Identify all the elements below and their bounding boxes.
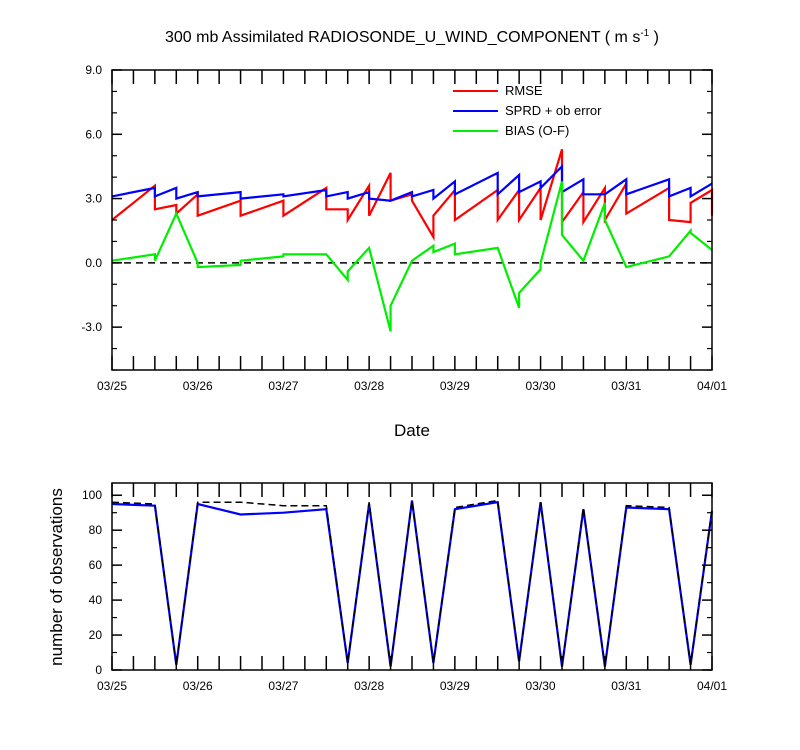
series-line-possible-observations <box>111 499 713 667</box>
x-tick-label: 03/26 <box>183 679 213 693</box>
x-tick-label: 03/27 <box>268 379 298 393</box>
y-tick-label: -3.0 <box>81 320 102 334</box>
series-line-bias-o-f <box>111 181 713 332</box>
x-tick-label: 03/27 <box>268 679 298 693</box>
y-tick-label: 20 <box>89 628 103 642</box>
y-tick-label: 80 <box>89 523 103 537</box>
x-tick-label: 04/01 <box>697 379 727 393</box>
x-tick-label: 03/28 <box>354 679 384 693</box>
x-tick-label: 04/01 <box>697 679 727 693</box>
legend: RMSE SPRD + ob error BIAS (O-F) <box>453 83 602 138</box>
x-tick-label: 03/31 <box>611 379 641 393</box>
x-axis-title: Date <box>394 421 430 440</box>
x-tick-label: 03/28 <box>354 379 384 393</box>
y-tick-label: 100 <box>82 488 102 502</box>
y-tick-label: 40 <box>89 593 103 607</box>
legend-rmse-label: RMSE <box>505 83 543 98</box>
chart-title: 300 mb Assimilated RADIOSONDE_U_WIND_COM… <box>165 28 659 46</box>
y-tick-label: 60 <box>89 558 103 572</box>
top-plot-frame <box>111 69 713 371</box>
y-axis-title-observations: number of observations <box>47 488 66 666</box>
series-line-rmse <box>111 148 714 242</box>
series-line-sprd-ob-error <box>111 163 713 202</box>
x-tick-label: 03/25 <box>97 679 127 693</box>
x-tick-label: 03/31 <box>611 679 641 693</box>
legend-sprd-label: SPRD + ob error <box>505 103 602 118</box>
y-tick-label: 9.0 <box>85 63 102 77</box>
observations-chart-panel: 03/25 03/26 03/27 03/28 03/29 03/30 03/31 04/01… <box>82 482 727 693</box>
y-tick-label: 6.0 <box>85 127 102 141</box>
series-line-assimilated-observations <box>111 500 714 667</box>
y-tick-label: 3.0 <box>85 192 102 206</box>
legend-bias-label: BIAS (O-F) <box>505 123 569 138</box>
x-tick-label: 03/30 <box>526 679 556 693</box>
bottom-plot-frame <box>111 482 713 671</box>
x-tick-label: 03/26 <box>183 379 213 393</box>
y-tick-label: 0 <box>95 663 102 677</box>
rmse-chart-panel: 03/25 03/26 03/27 03/28 03/29 03/30 03/31 04/01… <box>81 63 727 393</box>
x-tick-label: 03/29 <box>440 679 470 693</box>
x-tick-label: 03/29 <box>440 379 470 393</box>
x-tick-label: 03/25 <box>97 379 127 393</box>
y-tick-label: 0.0 <box>85 256 102 270</box>
x-tick-label: 03/30 <box>526 379 556 393</box>
